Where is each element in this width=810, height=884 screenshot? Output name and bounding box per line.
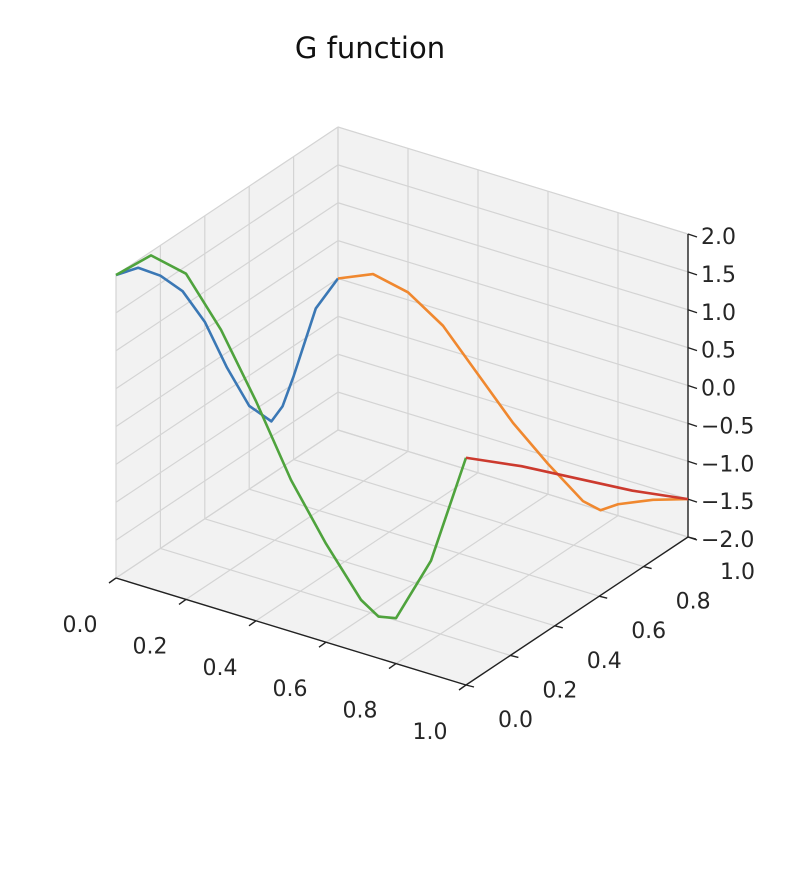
y-tick (599, 595, 608, 599)
y-tick-label: 0.6 (631, 619, 666, 644)
series-line (337, 272, 689, 512)
x-tick (178, 598, 187, 605)
grid-line-y (204, 518, 555, 627)
grid-line-z (115, 126, 339, 276)
y-tick (510, 654, 519, 659)
grid-line-z (115, 202, 339, 352)
y-tick-label: 0.4 (587, 649, 622, 674)
z-tick-label: 0.5 (701, 339, 736, 364)
grid-line-z (337, 164, 689, 273)
z-tick-label: −2.0 (701, 528, 754, 553)
y-tick-label: 1.0 (720, 560, 755, 585)
grid-line-z (337, 277, 689, 387)
z-tick-label: 2.0 (701, 225, 736, 250)
z-tick-label: −1.0 (701, 452, 754, 477)
series-line (115, 266, 340, 423)
z-tick-label: 0.0 (701, 377, 736, 402)
x-tick (248, 620, 257, 627)
grid-line-x (325, 493, 549, 643)
z-tick (687, 498, 698, 503)
grid-line-x (185, 450, 409, 600)
gridlines (115, 126, 689, 686)
x-tick-label: 0.4 (203, 656, 238, 681)
grid-line-z (115, 429, 339, 579)
z-tick-label: −1.5 (701, 490, 754, 515)
grid-line-z (337, 315, 689, 424)
grid-line-z (337, 126, 689, 235)
y-tick-label: 0.2 (542, 678, 577, 703)
x-tick (388, 663, 397, 670)
chart-title: G function (295, 31, 445, 65)
data-series (115, 254, 689, 620)
y-tick (554, 625, 563, 629)
axes-panes (114, 126, 690, 686)
grid-line-z (115, 278, 339, 427)
series-line (465, 456, 689, 501)
grid-line-x (255, 472, 479, 622)
z-tick (687, 422, 698, 428)
y-axis-line (465, 536, 689, 686)
grid-line-x (395, 515, 619, 665)
z-tick-label: 1.0 (701, 301, 736, 326)
z-tick-label: −0.5 (701, 414, 754, 439)
grid-line-z (337, 429, 689, 538)
z-tick (687, 536, 698, 541)
y-tick-label: 0.8 (676, 590, 711, 615)
grid-line-y (160, 547, 511, 656)
x-tick (458, 684, 467, 691)
grid-line-z (337, 240, 689, 349)
y-tick (465, 684, 475, 688)
x-tick (108, 577, 117, 584)
x-tick-label: 0.6 (273, 677, 308, 702)
grid-line-z (115, 353, 339, 503)
axis-ticks: 0.0 0.2 0.4 0.6 0.8 1.0 0.0 0.2 0.4 0.6 0.8 1.0 −2.0… (63, 225, 756, 745)
x-tick-label: 0.2 (133, 634, 168, 659)
grid-line-z (115, 315, 339, 465)
x-tick-label: 0.0 (63, 613, 98, 638)
grid-line-z (115, 240, 339, 390)
x-tick (318, 641, 327, 648)
z-tick (687, 271, 698, 276)
y-tick-label: 0.0 (498, 708, 533, 733)
series-line (115, 254, 468, 620)
grid-line-z (115, 164, 339, 314)
grid-line-z (337, 391, 689, 500)
grid-line-y (249, 488, 600, 597)
x-tick-label: 1.0 (413, 720, 448, 745)
z-tick (687, 384, 698, 390)
z-tick (687, 346, 698, 352)
y-tick (643, 565, 652, 570)
grid-line-z (337, 202, 689, 311)
grid-line-z (337, 353, 689, 462)
x-axis-line (115, 577, 467, 686)
z-tick-label: 1.5 (701, 263, 736, 288)
z-tick (687, 233, 698, 238)
grid-line-y (293, 459, 644, 568)
z-tick (687, 309, 698, 314)
x-tick-label: 0.8 (343, 699, 378, 724)
grid-line-z (115, 391, 339, 541)
z-tick (687, 460, 698, 465)
